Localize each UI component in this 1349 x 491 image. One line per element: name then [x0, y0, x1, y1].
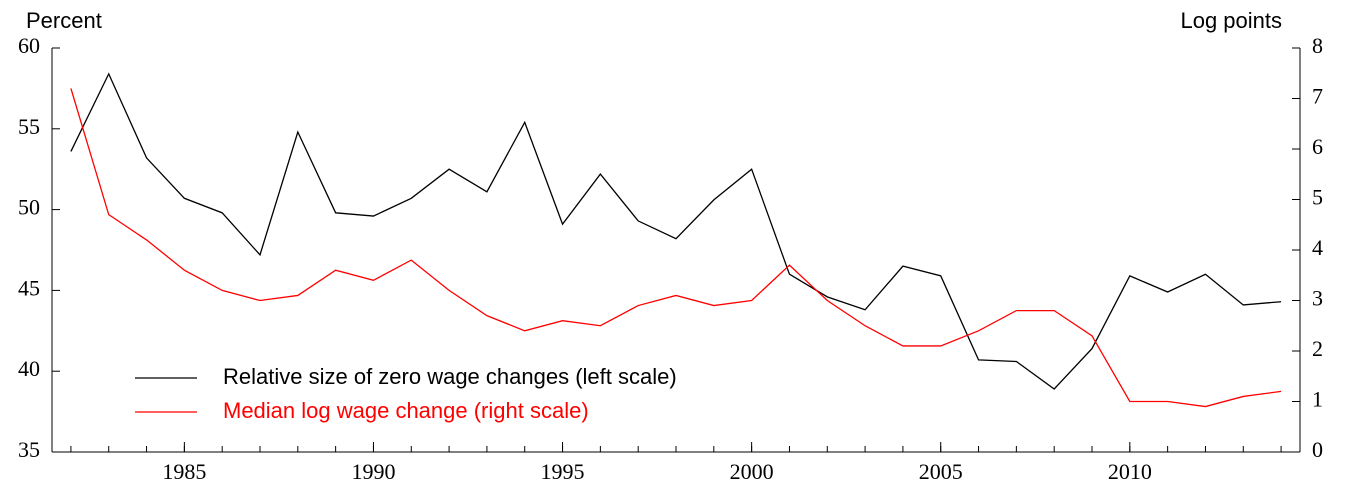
y2-tick-label: 3	[1312, 286, 1323, 311]
legend-label: Relative size of zero wage changes (left…	[223, 364, 677, 389]
y2-tick-label: 6	[1312, 134, 1323, 159]
y2-tick-label: 4	[1312, 235, 1323, 260]
x-tick-label: 1990	[351, 459, 395, 484]
legend-label: Median log wage change (right scale)	[223, 398, 589, 423]
y-tick-label: 40	[18, 356, 40, 381]
y2-tick-label: 8	[1312, 33, 1323, 58]
y-tick-label: 55	[18, 114, 40, 139]
series-line	[70, 88, 1282, 408]
y-tick-label: 35	[18, 437, 40, 462]
series-line	[70, 72, 1282, 390]
y-tick-label: 45	[18, 275, 40, 300]
x-tick-label: 1985	[162, 459, 206, 484]
y-axis-label: Percent	[26, 8, 102, 33]
x-tick-label: 1995	[541, 459, 585, 484]
y2-tick-label: 5	[1312, 185, 1323, 210]
y2-tick-label: 2	[1312, 336, 1323, 361]
y2-axis-label: Log points	[1180, 8, 1282, 33]
x-tick-label: 2010	[1108, 459, 1152, 484]
y-tick-label: 50	[18, 195, 40, 220]
x-tick-label: 2000	[730, 459, 774, 484]
y2-tick-label: 0	[1312, 437, 1323, 462]
y2-tick-label: 7	[1312, 84, 1323, 109]
x-tick-label: 2005	[919, 459, 963, 484]
y-tick-label: 60	[18, 33, 40, 58]
y2-tick-label: 1	[1312, 387, 1323, 412]
